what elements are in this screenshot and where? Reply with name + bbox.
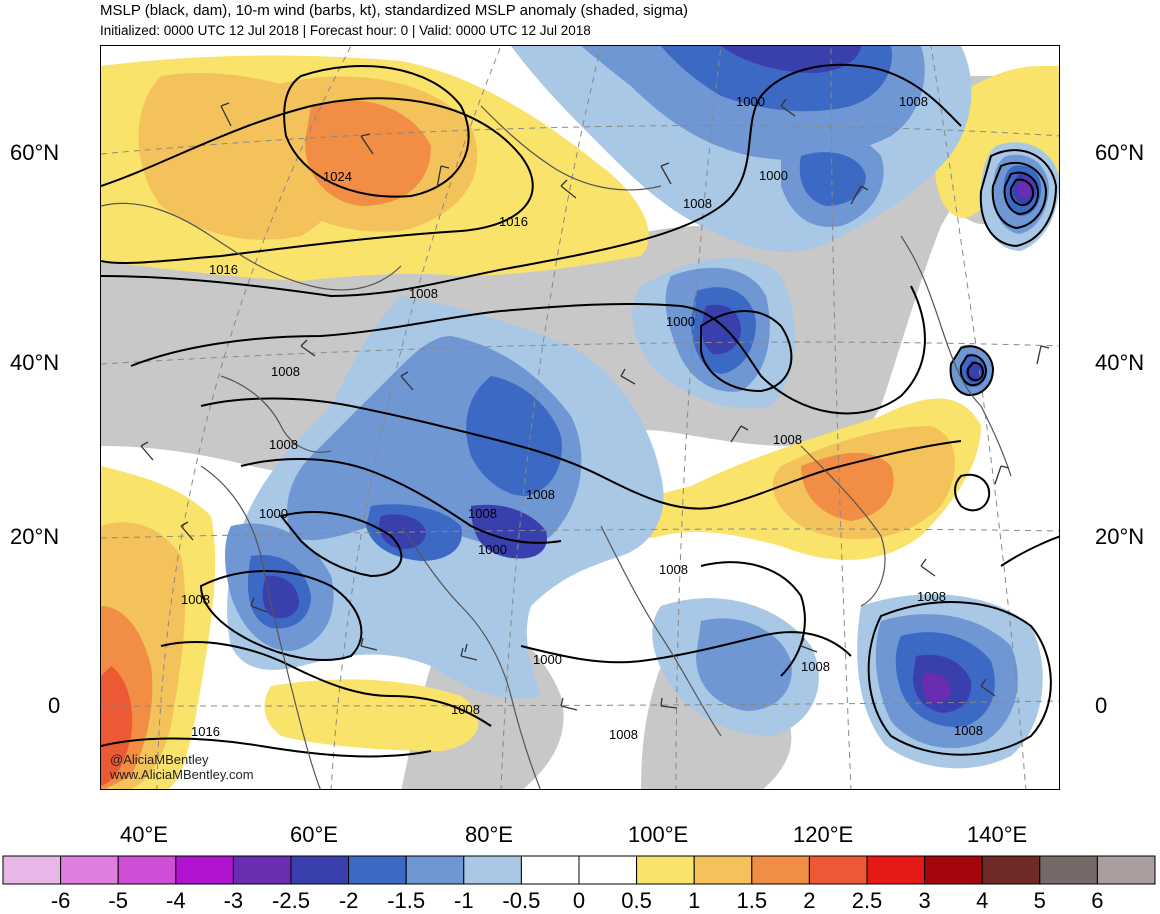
lat-label-right: 20°N	[1095, 524, 1145, 549]
colorbar-label: 0.5	[621, 888, 652, 913]
contour-label: 1008	[451, 702, 480, 717]
contour-label: 1008	[954, 723, 983, 738]
colorbar-label: 4	[976, 888, 989, 913]
contour-labels: 1024 1016 1016 1008 1008 1008 1000 1008 …	[181, 94, 983, 742]
lat-label-right: 40°N	[1095, 350, 1145, 375]
colorbar-swatch	[981, 855, 1041, 885]
colorbar-swatch	[693, 855, 753, 885]
colorbar-label: 2.5	[851, 888, 883, 913]
contour-label: 1016	[209, 262, 238, 277]
colorbar-swatch	[2, 855, 62, 885]
colorbar-label: 1.5	[736, 888, 768, 913]
colorbar-swatch	[808, 855, 868, 885]
credit-handle: @AliciaMBentley	[110, 752, 209, 767]
colorbar-label: -6	[50, 888, 71, 913]
colorbar-label: 2	[803, 888, 816, 913]
colorbar-label: 1	[688, 888, 701, 913]
colorbar-label: -2.5	[272, 888, 310, 913]
colorbar-swatch	[1096, 855, 1156, 885]
colorbar-label: -2	[338, 888, 359, 913]
lat-label-right: 0	[1095, 693, 1108, 718]
colorbar-label: -1.5	[387, 888, 426, 913]
colorbar-swatch	[751, 855, 810, 885]
contour-label: 1008	[269, 437, 298, 452]
contour-label: 1008	[181, 592, 210, 607]
contour-label: 1016	[191, 724, 220, 739]
colorbar-label: -4	[166, 888, 186, 913]
contour-label: 1024	[323, 169, 352, 184]
graticule	[101, 46, 1059, 789]
wind-barbs	[140, 98, 1050, 711]
colorbar-swatch	[117, 855, 177, 885]
colorbar-label: 6	[1091, 888, 1104, 913]
colorbar-label: -3	[223, 888, 244, 913]
contour-label: 1008	[409, 286, 438, 301]
map-title: MSLP (black, dam), 10-m wind (barbs, kt)…	[100, 2, 689, 19]
contour-label: 1016	[499, 214, 528, 229]
colorbar-label: 0	[572, 888, 586, 913]
colorbar-swatch	[866, 855, 926, 885]
contour-label: 1000	[259, 506, 288, 521]
colorbar-swatch	[405, 855, 465, 885]
colorbar-label: -0.5	[502, 888, 541, 913]
credit-website: www.AliciaMBentley.com	[110, 767, 254, 782]
contour-label: 1000	[478, 542, 507, 557]
colorbar-swatch	[578, 855, 638, 885]
map-canvas: 1024 1016 1016 1008 1008 1008 1000 1008 …	[101, 46, 1059, 789]
contour-label: 1000	[736, 94, 765, 109]
contour-label: 1008	[801, 659, 830, 674]
lon-label: 60°E	[290, 822, 338, 847]
contour-label: 1008	[526, 487, 555, 502]
colorbar-swatch	[60, 855, 119, 885]
contour-label: 1008	[609, 727, 638, 742]
contour-label: 1000	[666, 314, 695, 329]
contour-label: 1008	[683, 196, 712, 211]
lat-label-left: 60°N	[10, 140, 60, 165]
lat-label-left: 40°N	[10, 350, 60, 375]
lon-label: 140°E	[967, 822, 1028, 847]
contour-label: 1008	[773, 432, 802, 447]
colorbar-swatch	[232, 855, 292, 885]
lon-label: 120°E	[793, 822, 854, 847]
map-panel: 1024 1016 1016 1008 1008 1008 1000 1008 …	[100, 45, 1060, 790]
colorbar-swatch	[1039, 855, 1098, 885]
negative-anomaly-shading	[225, 46, 1059, 769]
colorbar-swatch	[175, 855, 234, 885]
colorbar-label: 5	[1033, 888, 1046, 913]
colorbar	[2, 855, 1156, 885]
contour-label: 1008	[899, 94, 928, 109]
contour-label: 1000	[533, 652, 562, 667]
contour-label: 1008	[468, 506, 497, 521]
coastlines	[101, 105, 1012, 789]
contour-label: 1008	[659, 562, 688, 577]
colorbar-label: -5	[108, 888, 128, 913]
colorbar-swatch	[348, 855, 407, 885]
colorbar-label: 3	[918, 888, 931, 913]
mslp-contours	[101, 63, 1059, 758]
credit-text: @AliciaMBentley www.AliciaMBentley.com	[110, 752, 254, 782]
lon-label: 80°E	[465, 822, 513, 847]
lon-label: 40°E	[120, 822, 168, 847]
contour-label: 1000	[759, 168, 788, 183]
lat-label-left: 0	[48, 693, 61, 718]
lat-label-right: 60°N	[1095, 140, 1145, 165]
contour-label: 1008	[271, 364, 300, 379]
contour-label: 1008	[917, 589, 946, 604]
colorbar-swatch	[520, 855, 580, 885]
colorbar-swatch	[290, 855, 350, 885]
colorbar-swatch	[636, 855, 695, 885]
lon-label: 100°E	[628, 822, 689, 847]
colorbar-swatch	[924, 855, 983, 885]
lat-label-left: 20°N	[10, 524, 60, 549]
colorbar-swatch	[463, 855, 522, 885]
colorbar-label: -1	[454, 888, 474, 913]
map-subtitle: Initialized: 0000 UTC 12 Jul 2018 | Fore…	[100, 23, 591, 38]
